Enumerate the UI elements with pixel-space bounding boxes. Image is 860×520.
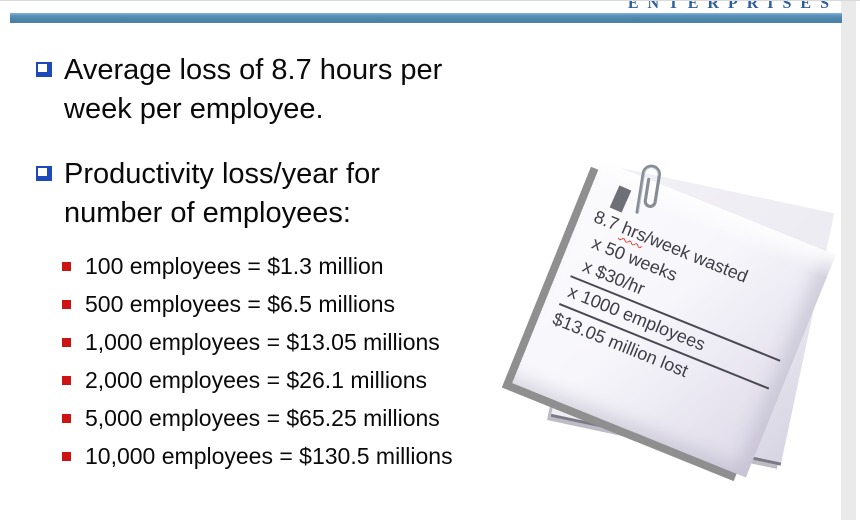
brand-wordmark: ENTERPRISES xyxy=(627,0,838,12)
sub-bullet-text: 10,000 employees = $130.5 millions xyxy=(85,443,453,469)
paperclip-shadow xyxy=(609,185,632,213)
note-line: x $30/hr xyxy=(579,255,648,299)
bullet-line: Productivity loss/year for xyxy=(64,158,380,190)
list-item: 5,000 employees = $65.25 millions xyxy=(30,399,550,437)
sub-bullet-text: 1,000 employees = $13.05 millions xyxy=(85,329,440,355)
note-line: $13.05 million lost xyxy=(549,308,692,382)
sub-bullet-text: 2,000 employees = $26.1 millions xyxy=(85,367,428,393)
red-square-bullet-icon xyxy=(62,376,71,385)
red-square-bullet-icon xyxy=(62,452,71,461)
note-line: x 50 weeks xyxy=(589,232,681,286)
note-front-sheet: 8.7 hrs/week wasted x 50 weeks x $30/hr … xyxy=(512,160,836,478)
note-line-misspelled-word: hrs xyxy=(618,217,650,246)
bullet-item-average-loss: Average loss of 8.7 hours per week per e… xyxy=(30,51,550,129)
blue-square-bullet-icon xyxy=(36,62,52,77)
note-calculation: 8.7 hrs/week wasted x 50 weeks x $30/hr … xyxy=(549,205,809,415)
red-square-bullet-icon xyxy=(62,338,71,347)
bullet-text: Average loss of 8.7 hours per week per e… xyxy=(64,51,442,129)
right-gutter xyxy=(841,1,856,520)
bullet-item-productivity-loss: Productivity loss/year for number of emp… xyxy=(30,155,550,233)
list-item: 500 employees = $6.5 millions xyxy=(30,285,550,323)
list-item: 100 employees = $1.3 million xyxy=(30,247,550,285)
header-divider-bar xyxy=(10,13,842,23)
sub-bullet-text: 500 employees = $6.5 millions xyxy=(85,291,396,317)
bullet-text: Productivity loss/year for number of emp… xyxy=(64,155,380,233)
note-line-text: 8.7 xyxy=(591,206,627,237)
sub-bullet-list: 100 employees = $1.3 million 500 employe… xyxy=(30,247,550,475)
red-square-bullet-icon xyxy=(62,300,71,309)
red-square-bullet-icon xyxy=(62,262,71,271)
sub-bullet-text: 100 employees = $1.3 million xyxy=(85,253,384,279)
note-line-text: /week wasted xyxy=(642,227,751,287)
bullet-list: Average loss of 8.7 hours per week per e… xyxy=(30,51,550,475)
blue-square-bullet-icon xyxy=(36,166,52,181)
red-square-bullet-icon xyxy=(62,414,71,423)
paperclip-icon xyxy=(635,164,661,214)
note-back-sheet xyxy=(550,164,835,466)
list-item: 2,000 employees = $26.1 millions xyxy=(30,361,550,399)
note-line: 8.7 hrs/week wasted xyxy=(590,205,809,313)
list-item: 1,000 employees = $13.05 millions xyxy=(30,323,550,361)
bullet-line: week per employee. xyxy=(64,93,324,125)
bullet-line: number of employees: xyxy=(64,197,351,229)
list-item: 10,000 employees = $130.5 millions xyxy=(30,437,550,475)
sub-bullet-text: 5,000 employees = $65.25 millions xyxy=(85,405,440,431)
note-line: x 1000 employees xyxy=(558,275,781,390)
bullet-line: Average loss of 8.7 hours per xyxy=(64,54,443,86)
